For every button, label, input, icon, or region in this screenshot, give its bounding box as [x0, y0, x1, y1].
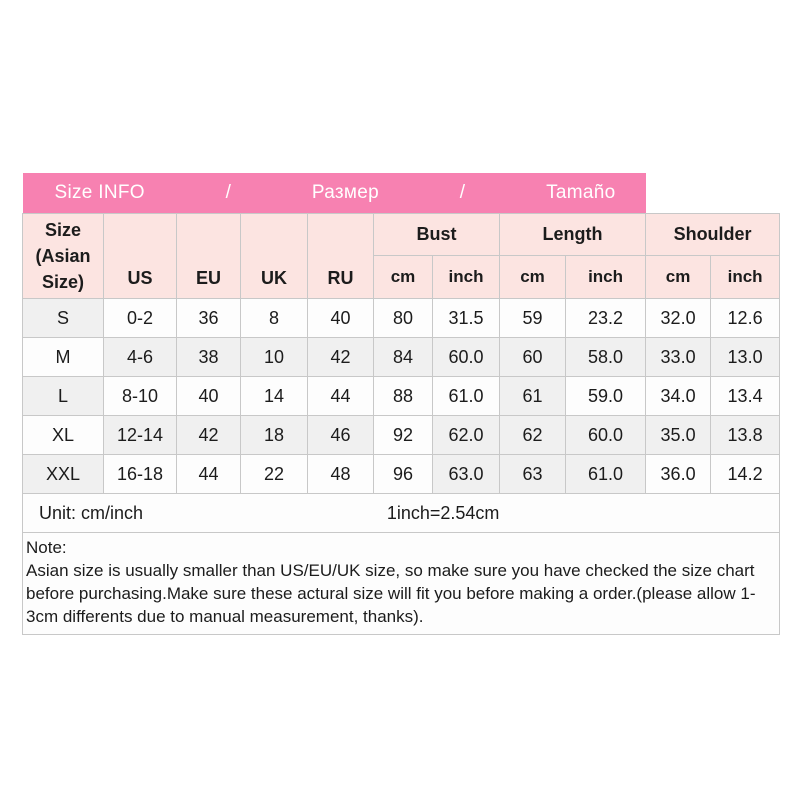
banner-row: Size INFO / Размер / Tamaño — [22, 173, 780, 214]
data-cell: 12-14 — [103, 415, 177, 455]
header-eu: EU — [176, 213, 241, 299]
data-cell: 38 — [176, 337, 241, 377]
data-cell: 61.0 — [432, 376, 500, 416]
data-cell: 0-2 — [103, 298, 177, 338]
data-cell: 16-18 — [103, 454, 177, 494]
data-cell: 59 — [499, 298, 566, 338]
data-cell: 42 — [176, 415, 241, 455]
data-cell: 10 — [240, 337, 308, 377]
data-cell: 13.8 — [710, 415, 781, 455]
data-cell: 96 — [373, 454, 433, 494]
data-cell: 22 — [240, 454, 308, 494]
data-cell: 35.0 — [645, 415, 712, 455]
data-cell: 36 — [176, 298, 241, 338]
data-cell: 31.5 — [432, 298, 500, 338]
header-row-groups: Size (Asian Size) US EU UK RU Bust Lengt… — [22, 213, 781, 299]
unit-label: Unit: cm/inch — [39, 502, 144, 523]
header-shoulder-cm: cm — [645, 255, 712, 299]
data-cell: 58.0 — [564, 337, 647, 377]
header-row-measures: cm inch cm inch cm inch — [23, 255, 781, 299]
data-cell: 44 — [176, 454, 241, 494]
data-cell: 88 — [373, 376, 433, 416]
size-cell: XXL — [22, 454, 104, 494]
size-chart-table: Size INFO / Размер / Tamaño Size (Asian … — [21, 173, 781, 635]
unit-row: Unit: cm/inch 1inch=2.54cm — [21, 493, 781, 533]
note-row: Note: Asian size is usually smaller than… — [21, 532, 781, 635]
header-shoulder: Shoulder — [645, 213, 781, 256]
data-cell: 8 — [240, 298, 308, 338]
header-length-inch: inch — [564, 255, 647, 299]
size-row: XL 12-14 42 18 46 92 62.0 62 60.0 35.0 13.8 — [22, 415, 781, 455]
size-row: XXL 16-18 44 22 48 96 63.0 63 61.0 36.0 14.2 — [22, 454, 781, 494]
size-cell: S — [22, 298, 104, 338]
banner-title-es: Tamaño — [546, 182, 616, 203]
banner-separator: / — [459, 182, 466, 203]
data-cell: 4-6 — [103, 337, 177, 377]
data-cell: 63 — [499, 454, 566, 494]
data-cell: 42 — [307, 337, 374, 377]
data-cell: 84 — [373, 337, 433, 377]
header-bust-inch: inch — [432, 255, 500, 299]
note-title: Note: — [26, 538, 67, 557]
data-cell: 62 — [499, 415, 566, 455]
header-length: Length — [498, 213, 647, 256]
data-cell: 60 — [499, 337, 566, 377]
data-cell: 23.2 — [564, 298, 647, 338]
size-chart: Size INFO / Размер / Tamaño Size (Asian … — [21, 173, 781, 635]
data-cell: 46 — [307, 415, 374, 455]
data-cell: 34.0 — [645, 376, 712, 416]
size-cell: M — [22, 337, 104, 377]
data-cell: 8-10 — [103, 376, 177, 416]
size-row: L 8-10 40 14 44 88 61.0 61 59.0 34.0 13.4 — [22, 376, 781, 416]
conversion-label: 1inch=2.54cm — [386, 502, 500, 523]
header-bust: Bust — [373, 213, 500, 256]
size-row: M 4-6 38 10 42 84 60.0 60 58.0 33.0 13.0 — [22, 337, 781, 377]
header-ru: RU — [307, 213, 374, 299]
data-cell: 61 — [499, 376, 566, 416]
data-cell: 18 — [240, 415, 308, 455]
banner-spacer — [645, 173, 780, 214]
header-shoulder-inch: inch — [710, 255, 781, 299]
data-cell: 59.0 — [564, 376, 647, 416]
data-cell: 33.0 — [645, 337, 712, 377]
data-cell: 62.0 — [432, 415, 500, 455]
data-cell: 14 — [240, 376, 308, 416]
data-cell: 13.4 — [710, 376, 781, 416]
data-cell: 48 — [307, 454, 374, 494]
banner-separator: / — [225, 182, 232, 203]
banner-title-ru: Размер — [311, 182, 380, 203]
note-text: Asian size is usually smaller than US/EU… — [26, 561, 756, 626]
data-cell: 61.0 — [564, 454, 647, 494]
header-uk: UK — [240, 213, 308, 299]
data-cell: 40 — [176, 376, 241, 416]
data-cell: 32.0 — [645, 298, 712, 338]
size-cell: L — [22, 376, 104, 416]
data-cell: 92 — [373, 415, 433, 455]
data-cell: 40 — [307, 298, 374, 338]
size-asian-header: Size (Asian Size) — [22, 213, 104, 299]
banner-title-en: Size INFO — [54, 182, 145, 203]
size-row: S 0-2 36 8 40 80 31.5 59 23.2 32.0 12.6 — [22, 298, 781, 338]
data-cell: 63.0 — [432, 454, 500, 494]
data-cell: 60.0 — [564, 415, 647, 455]
data-cell: 44 — [307, 376, 374, 416]
data-cell: 13.0 — [710, 337, 781, 377]
data-cell: 12.6 — [710, 298, 781, 338]
header-us: US — [103, 213, 177, 299]
banner: Size INFO / Размер / Tamaño — [22, 173, 646, 214]
data-cell: 80 — [373, 298, 433, 338]
size-cell: XL — [22, 415, 104, 455]
data-cell: 60.0 — [432, 337, 500, 377]
data-cell: 36.0 — [645, 454, 712, 494]
header-length-cm: cm — [499, 255, 566, 299]
header-bust-cm: cm — [373, 255, 433, 299]
data-cell: 14.2 — [710, 454, 781, 494]
